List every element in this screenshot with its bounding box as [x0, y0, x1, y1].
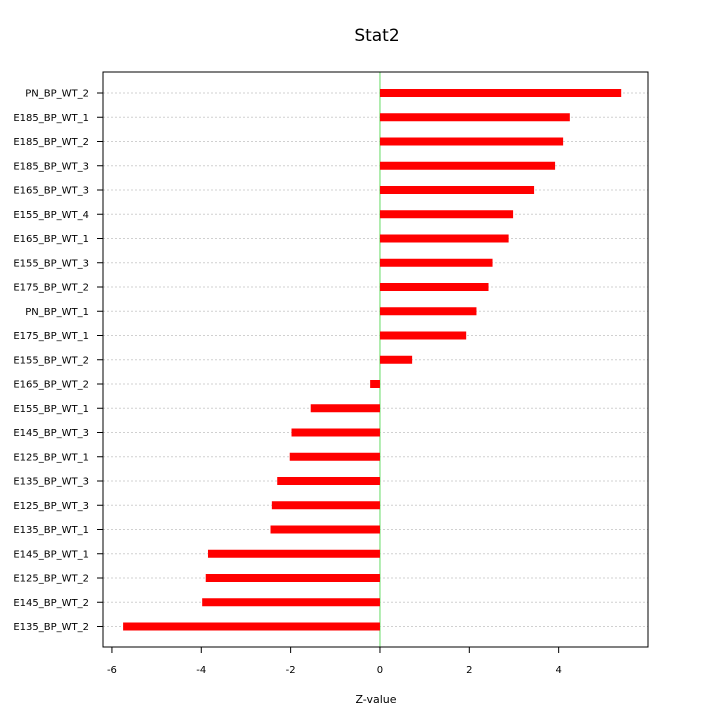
y-tick-label: E155_BP_WT_2	[13, 355, 89, 366]
y-tick-label: E125_BP_WT_1	[13, 452, 89, 463]
bar	[289, 452, 380, 461]
x-tick-label: -2	[286, 665, 296, 676]
bar	[379, 331, 467, 340]
bar	[123, 622, 380, 631]
y-tick-label: E175_BP_WT_2	[13, 283, 89, 294]
y-tick-label: E165_BP_WT_2	[13, 380, 89, 391]
bar	[202, 598, 380, 607]
bar	[291, 428, 380, 437]
gridlines	[103, 92, 648, 627]
bar	[379, 234, 509, 243]
y-tick-label: E185_BP_WT_3	[13, 161, 89, 172]
chart-title: Stat2	[354, 26, 399, 46]
y-tick-label: E125_BP_WT_2	[13, 574, 89, 585]
y-tick-label: E185_BP_WT_1	[13, 113, 89, 124]
x-tick-label: -4	[196, 665, 206, 676]
bar	[379, 283, 489, 291]
bar	[379, 186, 535, 194]
y-tick-label: E155_BP_WT_1	[13, 404, 89, 415]
y-tick-label: E165_BP_WT_1	[13, 234, 89, 245]
y-tick-label: E135_BP_WT_1	[13, 525, 89, 536]
x-tick-label: 4	[555, 665, 561, 676]
bar	[310, 404, 380, 413]
bar	[379, 210, 514, 219]
x-tick-label: 2	[466, 665, 472, 676]
y-tick-label: E185_BP_WT_2	[13, 137, 89, 148]
y-tick-label: E135_BP_WT_2	[13, 622, 89, 633]
y-tick-label: E165_BP_WT_3	[13, 186, 89, 197]
bar	[379, 137, 564, 146]
bar	[277, 477, 380, 485]
y-tick-label: E175_BP_WT_1	[13, 331, 89, 342]
bar	[271, 501, 380, 510]
y-category-labels: PN_BP_WT_2 E185_BP_WT_1 E185_BP_WT_2 E185_B…	[13, 89, 103, 633]
x-axis-label: Z-value	[355, 693, 396, 706]
y-tick-label: E155_BP_WT_4	[13, 210, 89, 221]
x-tick-label: -6	[107, 665, 117, 676]
y-tick-label: PN_BP_WT_2	[25, 89, 89, 100]
bars	[123, 89, 622, 631]
bar	[205, 574, 380, 582]
y-tick-label: E125_BP_WT_3	[13, 501, 89, 512]
bar	[207, 549, 380, 558]
x-tick-label: 0	[377, 665, 383, 676]
y-tick-label: E135_BP_WT_3	[13, 477, 89, 488]
bar	[379, 307, 477, 316]
y-tick-label: E145_BP_WT_3	[13, 428, 89, 439]
y-tick-label: E145_BP_WT_1	[13, 549, 89, 560]
y-tick-label: PN_BP_WT_1	[25, 307, 89, 318]
x-axis: -6 -4 -2 0 2 4	[107, 647, 562, 676]
bar	[379, 89, 622, 97]
bar	[379, 161, 556, 170]
y-tick-label: E145_BP_WT_2	[13, 598, 89, 609]
bar	[379, 258, 493, 267]
bar	[270, 525, 380, 534]
bar	[379, 113, 570, 122]
y-tick-label: E155_BP_WT_3	[13, 258, 89, 269]
bar	[379, 355, 413, 364]
bar	[370, 380, 380, 388]
